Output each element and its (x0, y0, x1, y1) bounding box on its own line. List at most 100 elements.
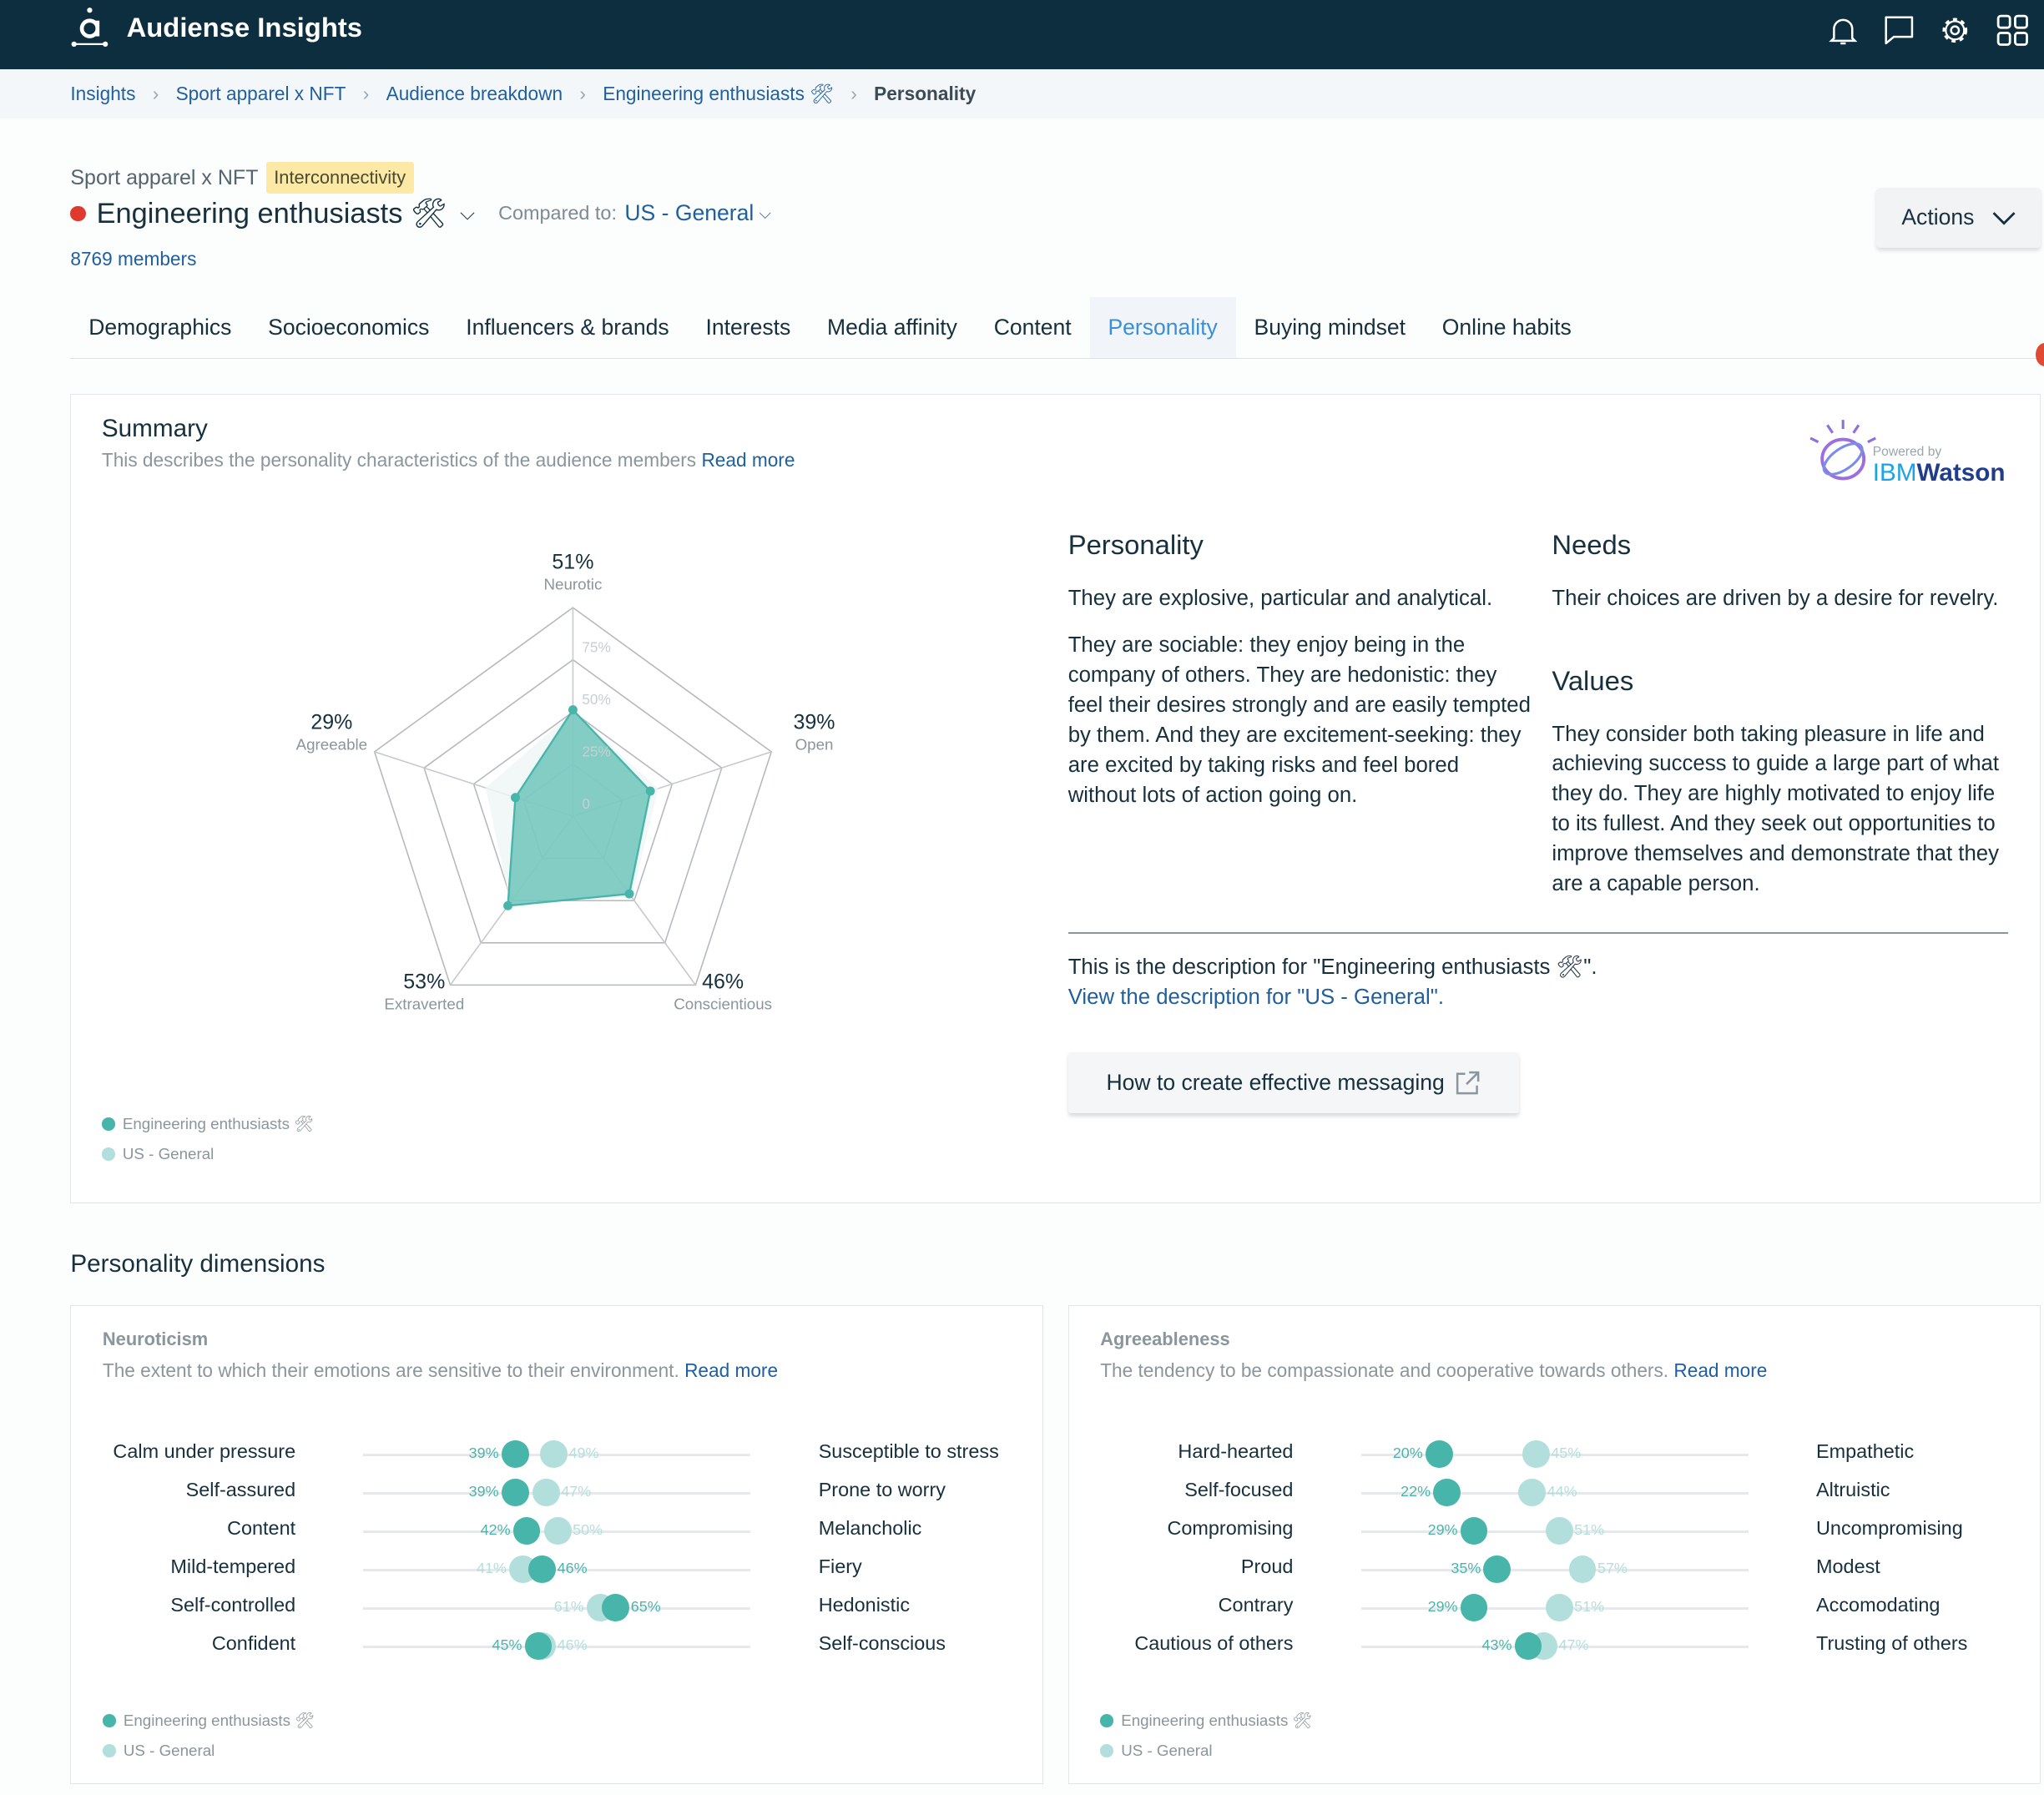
chevron-down-icon[interactable]: ⌵ (759, 204, 771, 222)
view-general-link[interactable]: View the description for "US - General". (1067, 986, 1444, 1010)
legend-label: US - General (1121, 1741, 1213, 1759)
breadcrumb-audience[interactable]: Engineering enthusiasts 🛠 (603, 83, 834, 104)
chevron-right-icon: › (579, 83, 586, 104)
dimension-row: Calm under pressure Susceptible to stress… (71, 1435, 1042, 1475)
comparison-value-label: 41% (476, 1559, 507, 1576)
slider-track: 57% 35% (1360, 1555, 1749, 1584)
slider-track: 51% 29% (1360, 1517, 1749, 1545)
personality-heading: Personality (1067, 529, 1204, 561)
divider (1067, 932, 2009, 934)
project-name: Sport apparel x NFT (70, 165, 259, 189)
comparison-dot (543, 1517, 572, 1545)
audience-name[interactable]: Engineering enthusiasts 🛠 (96, 197, 447, 229)
audience-value-label: 20% (1392, 1444, 1423, 1461)
comparison-value-label: 45% (1551, 1444, 1582, 1461)
audience-dot (1483, 1555, 1512, 1584)
breadcrumb-audience-breakdown[interactable]: Audience breakdown (386, 83, 563, 104)
gear-icon[interactable] (1938, 13, 1972, 48)
bell-icon[interactable] (1826, 13, 1860, 48)
radar-axis-label: Conscientious (674, 995, 772, 1012)
comparison-dot (1522, 1440, 1550, 1468)
breadcrumb-insights[interactable]: Insights (70, 83, 136, 104)
radar-value-label: 39% (793, 710, 835, 734)
dimension-row: Self-controlled Hedonistic 61% 65% (71, 1589, 1042, 1628)
summary-title: Summary (101, 414, 208, 442)
ibm-watson-logo: Powered by IBMWatson (1808, 417, 2016, 491)
radar-value-label: 29% (310, 710, 352, 734)
audience-dot (501, 1479, 529, 1506)
radar-value-label: 51% (552, 550, 593, 573)
slider-track: 47% 39% (363, 1479, 751, 1506)
breadcrumb-project[interactable]: Sport apparel x NFT (175, 83, 346, 104)
comparison-dot (540, 1440, 568, 1468)
comparison-value-label: 49% (568, 1444, 599, 1461)
trait-left-label: Proud (1240, 1555, 1294, 1578)
legend-item: US - General (1100, 1741, 1213, 1760)
trait-right-label: Empathetic (1816, 1440, 1915, 1462)
members-count[interactable]: 8769 members (70, 247, 197, 270)
audience-color-dot (70, 205, 87, 222)
audience-value-label: 29% (1427, 1520, 1458, 1538)
trait-right-label: Susceptible to stress (818, 1440, 999, 1462)
tab-content[interactable]: Content (993, 315, 1072, 340)
radar-tick-label: 0 (582, 795, 590, 812)
read-more-link[interactable]: Read more (701, 448, 795, 471)
watson-text: Watson (1916, 459, 2006, 487)
dimensions-title: Personality dimensions (70, 1250, 326, 1278)
radar-value-label: 46% (702, 970, 744, 993)
effective-messaging-button[interactable]: How to create effective messaging (1067, 1051, 1520, 1114)
trait-left-label: Self-assured (185, 1479, 296, 1501)
trait-left-label: Mild-tempered (170, 1555, 296, 1578)
slider-track: 41% 46% (363, 1555, 751, 1584)
actions-button[interactable]: Actions (1876, 188, 2041, 248)
notification-dot[interactable] (2036, 342, 2044, 367)
comparison-value-label: 44% (1547, 1482, 1577, 1500)
slider-track: 50% 42% (363, 1517, 751, 1545)
trait-right-label: Fiery (818, 1555, 862, 1578)
personality-text: They are explosive, particular and analy… (1068, 584, 1532, 811)
tab-influencers-brands[interactable]: Influencers & brands (466, 315, 669, 340)
dimension-row: Self-focused Altruistic 44% 22% (1069, 1474, 2041, 1513)
tab-buying-mindset[interactable]: Buying mindset (1254, 315, 1406, 340)
radar-tick-label: 75% (582, 638, 610, 655)
legend-label: Engineering enthusiasts 🛠 (1121, 1712, 1313, 1729)
radar-grid-ring (472, 711, 673, 902)
trait-left-label: Contrary (1218, 1594, 1294, 1616)
summary-subtitle-text: This describes the personality character… (101, 448, 697, 471)
radar-series-engineering (506, 708, 651, 907)
ibm-text: IBM (1872, 459, 1917, 487)
radar-value-label: 53% (403, 970, 445, 993)
chevron-down-icon[interactable]: ⌵ (460, 202, 475, 224)
audiense-logo[interactable] (70, 5, 109, 49)
chat-icon[interactable] (1882, 13, 1916, 48)
trait-right-label: Melancholic (818, 1517, 922, 1540)
description-note: This is the description for "Engineering… (1067, 955, 1597, 980)
comparison-value-label: 47% (1558, 1636, 1589, 1654)
compared-select[interactable]: US - General (624, 200, 755, 226)
read-more-link[interactable]: Read more (684, 1359, 779, 1382)
tab-socioeconomics[interactable]: Socioeconomics (268, 315, 430, 340)
tab-personality[interactable]: Personality (1089, 297, 1236, 358)
trait-right-label: Trusting of others (1816, 1632, 1968, 1655)
tab-interests[interactable]: Interests (705, 315, 791, 340)
radar-tick-label: 25% (582, 743, 610, 759)
legend-label: US - General (122, 1144, 214, 1162)
needs-heading: Needs (1552, 529, 1632, 561)
radar-axis-label: Agreeable (295, 735, 366, 753)
tab-demographics[interactable]: Demographics (88, 315, 232, 340)
audience-dot (528, 1555, 557, 1584)
tab-media-affinity[interactable]: Media affinity (827, 315, 957, 340)
dimension-title: Agreeableness (1100, 1328, 1230, 1349)
agreeableness-card: Agreeableness The tendency to be compassi… (1067, 1305, 2041, 1784)
apps-grid-icon[interactable] (1996, 13, 2030, 48)
audience-value-label: 42% (480, 1520, 511, 1538)
audience-dot (1514, 1632, 1542, 1661)
audience-dot (1425, 1440, 1453, 1468)
read-more-link[interactable]: Read more (1673, 1359, 1768, 1382)
dimension-subtitle: The extent to which their emotions are s… (103, 1359, 778, 1382)
tab-online-habits[interactable]: Online habits (1441, 315, 1572, 340)
trait-right-label: Hedonistic (818, 1594, 911, 1616)
audience-dot (501, 1440, 529, 1468)
dimension-row: Contrary Accomodating 51% 29% (1069, 1589, 2041, 1628)
legend-dot (1100, 1744, 1113, 1757)
